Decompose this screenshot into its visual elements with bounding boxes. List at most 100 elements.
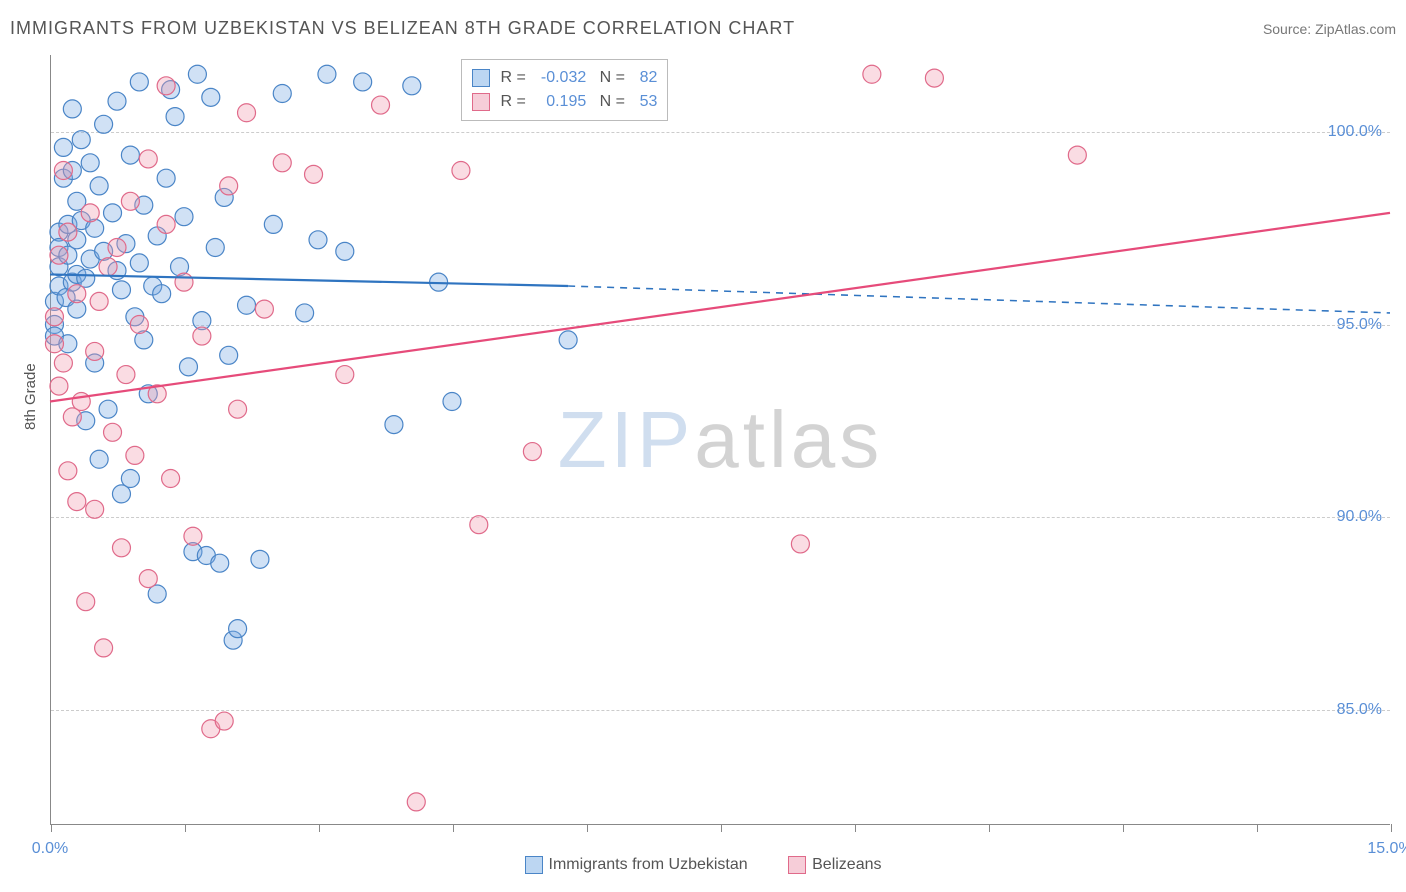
scatter-point <box>179 358 197 376</box>
scatter-point <box>166 108 184 126</box>
scatter-point <box>121 470 139 488</box>
source-attribution: Source: ZipAtlas.com <box>1263 21 1396 37</box>
x-tick-label: 0.0% <box>32 840 68 858</box>
scatter-point <box>121 192 139 210</box>
scatter-point <box>296 304 314 322</box>
scatter-point <box>90 177 108 195</box>
scatter-point <box>220 177 238 195</box>
legend-swatch <box>788 856 806 874</box>
scatter-point <box>863 65 881 83</box>
scatter-point <box>139 570 157 588</box>
scatter-point <box>95 639 113 657</box>
legend-swatch <box>525 856 543 874</box>
scatter-point <box>452 162 470 180</box>
title-bar: IMMIGRANTS FROM UZBEKISTAN VS BELIZEAN 8… <box>10 18 1396 39</box>
scatter-point <box>251 550 269 568</box>
scatter-point <box>68 285 86 303</box>
scatter-point <box>336 366 354 384</box>
scatter-point <box>162 470 180 488</box>
scatter-point <box>104 423 122 441</box>
scatter-point <box>202 88 220 106</box>
scatter-point <box>99 400 117 418</box>
scatter-point <box>229 400 247 418</box>
scatter-point <box>54 138 72 156</box>
scatter-point <box>95 115 113 133</box>
scatter-point <box>559 331 577 349</box>
y-axis-title: 8th Grade <box>22 363 39 430</box>
scatter-point <box>255 300 273 318</box>
scatter-point <box>206 239 224 257</box>
scatter-point <box>273 154 291 172</box>
scatter-point <box>184 527 202 545</box>
scatter-point <box>117 366 135 384</box>
scatter-point <box>229 620 247 638</box>
scatter-point <box>77 593 95 611</box>
scatter-point <box>81 204 99 222</box>
scatter-point <box>157 215 175 233</box>
scatter-point <box>99 258 117 276</box>
scatter-point <box>45 308 63 326</box>
scatter-point <box>403 77 421 95</box>
scatter-point <box>90 450 108 468</box>
scatter-point <box>108 92 126 110</box>
scatter-point <box>63 100 81 118</box>
scatter-point <box>175 208 193 226</box>
scatter-point <box>86 342 104 360</box>
scatter-point <box>318 65 336 83</box>
scatter-point <box>354 73 372 91</box>
scatter-point <box>385 416 403 434</box>
scatter-point <box>54 354 72 372</box>
scatter-point <box>112 281 130 299</box>
scatter-point <box>470 516 488 534</box>
scatter-point <box>791 535 809 553</box>
scatter-point <box>305 165 323 183</box>
x-tick-label: 15.0% <box>1367 840 1406 858</box>
scatter-point <box>108 239 126 257</box>
scatter-point <box>273 85 291 103</box>
scatter-point <box>112 539 130 557</box>
scatter-point <box>121 146 139 164</box>
scatter-point <box>139 150 157 168</box>
scatter-point <box>238 296 256 314</box>
scatter-point <box>45 335 63 353</box>
chart-title: IMMIGRANTS FROM UZBEKISTAN VS BELIZEAN 8… <box>10 18 795 39</box>
scatter-point <box>193 327 211 345</box>
legend-label: Immigrants from Uzbekistan <box>549 856 748 873</box>
scatter-point <box>407 793 425 811</box>
legend-item: Belizeans <box>788 856 881 874</box>
scatter-point <box>157 77 175 95</box>
scatter-point <box>211 554 229 572</box>
scatter-point <box>90 292 108 310</box>
scatter-point <box>1068 146 1086 164</box>
scatter-point <box>50 377 68 395</box>
scatter-point <box>443 393 461 411</box>
scatter-point <box>523 443 541 461</box>
scatter-point <box>372 96 390 114</box>
scatter-point <box>130 254 148 272</box>
scatter-point <box>215 712 233 730</box>
scatter-point <box>188 65 206 83</box>
scatter-point <box>126 446 144 464</box>
scatter-point <box>157 169 175 187</box>
scatter-point <box>264 215 282 233</box>
scatter-point <box>336 242 354 260</box>
scatter-point <box>130 73 148 91</box>
scatter-point <box>309 231 327 249</box>
regression-line-dashed <box>568 286 1390 313</box>
scatter-point <box>220 346 238 364</box>
scatter-point <box>50 246 68 264</box>
plot-svg <box>50 55 1390 825</box>
scatter-point <box>72 131 90 149</box>
scatter-point <box>925 69 943 87</box>
scatter-point <box>153 285 171 303</box>
scatter-point <box>86 500 104 518</box>
scatter-point <box>104 204 122 222</box>
scatter-point <box>59 462 77 480</box>
bottom-legend: Immigrants from Uzbekistan Belizeans <box>0 856 1406 874</box>
legend-item: Immigrants from Uzbekistan <box>525 856 748 874</box>
scatter-point <box>130 316 148 334</box>
scatter-point <box>175 273 193 291</box>
scatter-point <box>68 493 86 511</box>
scatter-point <box>238 104 256 122</box>
scatter-point <box>54 162 72 180</box>
